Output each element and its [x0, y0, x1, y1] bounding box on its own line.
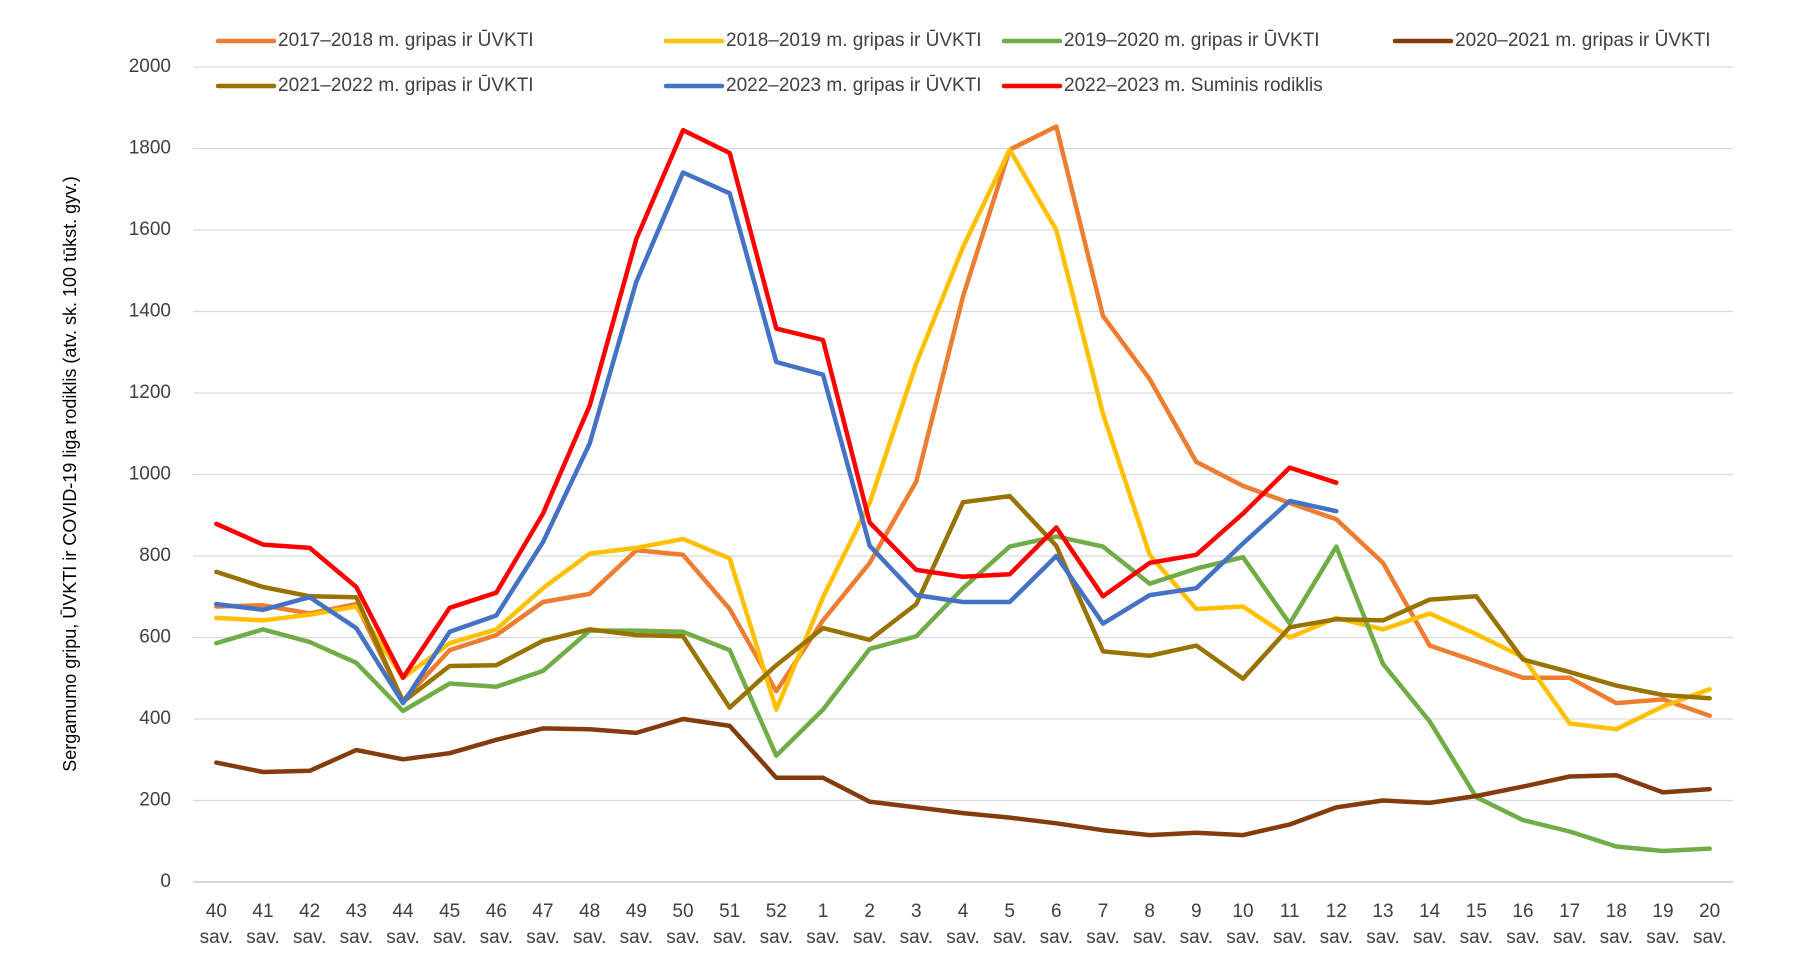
x-tick-label: 16 sav.	[1506, 901, 1539, 948]
x-tick-label: 8 sav.	[1133, 901, 1166, 948]
y-tick-label: 1800	[129, 138, 171, 159]
x-tick-label: 40 sav.	[200, 901, 233, 948]
y-axis-title: Sergamumo gripu, ŪVKTI ir COVID-19 liga …	[60, 176, 80, 772]
y-tick-label: 2000	[129, 56, 171, 77]
legend-label: 2022–2023 m. gripas ir ŪVKTI	[726, 75, 982, 96]
legend-label: 2019–2020 m. gripas ir ŪVKTI	[1064, 30, 1320, 51]
legend-label: 2020–2021 m. gripas ir ŪVKTI	[1455, 30, 1711, 51]
x-tick-label: 6 sav.	[1040, 901, 1073, 948]
x-tick-label: 50 sav.	[666, 901, 699, 948]
x-tick-label: 2 sav.	[853, 901, 886, 948]
series-line	[214, 124, 1712, 718]
x-tick-label: 12 sav.	[1320, 901, 1353, 948]
y-tick-label: 800	[139, 545, 171, 566]
legend-label: 2017–2018 m. gripas ir ŪVKTI	[278, 30, 534, 51]
x-tick-label: 5 sav.	[993, 901, 1026, 948]
x-tick-label: 52 sav.	[760, 901, 793, 948]
x-tick-label: 47 sav.	[526, 901, 559, 948]
x-tick-label: 14 sav.	[1413, 901, 1446, 948]
x-tick-label: 4 sav.	[946, 901, 979, 948]
x-tick-label: 49 sav.	[620, 901, 653, 948]
x-tick-label: 20 sav.	[1693, 901, 1726, 948]
series-line	[214, 127, 1339, 681]
x-tick-label: 43 sav.	[340, 901, 373, 948]
x-tick-label: 13 sav.	[1366, 901, 1399, 948]
y-tick-label: 600	[139, 627, 171, 648]
y-tick-label: 1000	[129, 464, 171, 485]
y-tick-label: 200	[139, 790, 171, 811]
x-tick-label: 51 sav.	[713, 901, 746, 948]
x-tick-label: 9 sav.	[1180, 901, 1213, 948]
x-tick-label: 7 sav.	[1086, 901, 1119, 948]
x-tick-label: 46 sav.	[480, 901, 513, 948]
series-line	[214, 147, 1712, 732]
x-tick-label: 15 sav.	[1460, 901, 1493, 948]
x-tick-label: 11 sav.	[1273, 901, 1306, 948]
series-line	[214, 170, 1339, 706]
y-tick-label: 1600	[129, 219, 171, 240]
x-tick-label: 41 sav.	[246, 901, 279, 948]
series-line	[214, 534, 1712, 854]
x-tick-label: 1 sav.	[806, 901, 839, 948]
x-tick-label: 17 sav.	[1553, 901, 1586, 948]
y-tick-label: 1400	[129, 301, 171, 322]
x-tick-label: 48 sav.	[573, 901, 606, 948]
x-tick-label: 42 sav.	[293, 901, 326, 948]
series-line	[214, 493, 1712, 710]
y-tick-label: 0	[160, 871, 171, 892]
x-tick-label: 10 sav.	[1226, 901, 1259, 948]
x-tick-label: 3 sav.	[900, 901, 933, 948]
y-tick-label: 400	[139, 708, 171, 729]
legend-label: 2022–2023 m. Suminis rodiklis	[1064, 75, 1323, 96]
legend-label: 2018–2019 m. gripas ir ŪVKTI	[726, 30, 982, 51]
x-tick-label: 45 sav.	[433, 901, 466, 948]
x-tick-label: 19 sav.	[1646, 901, 1679, 948]
series-line	[214, 716, 1712, 838]
x-tick-label: 44 sav.	[386, 901, 419, 948]
legend-label: 2021–2022 m. gripas ir ŪVKTI	[278, 75, 534, 96]
y-tick-label: 1200	[129, 382, 171, 403]
x-tick-label: 18 sav.	[1600, 901, 1633, 948]
